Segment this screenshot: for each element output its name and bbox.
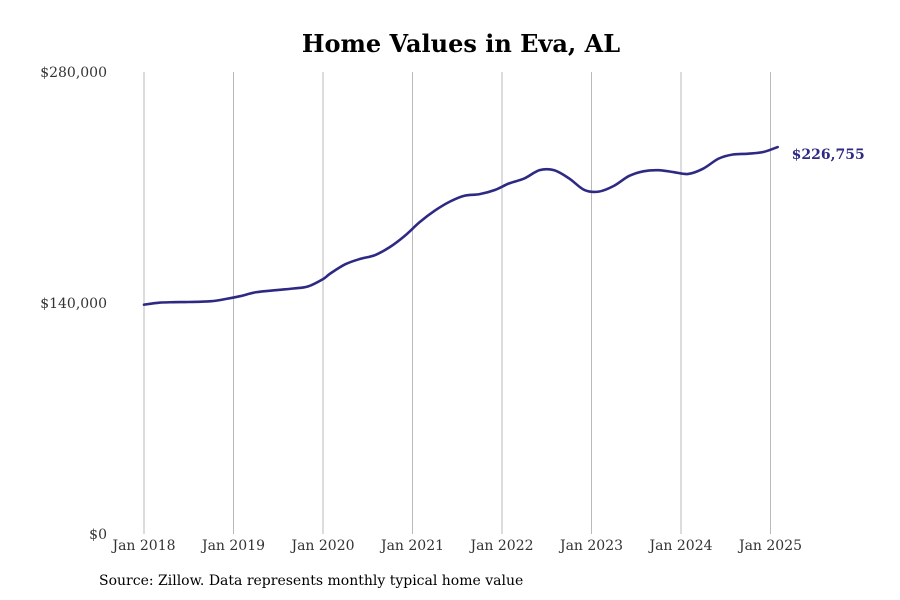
y-tick-label: $280,000: [40, 65, 107, 81]
source-note: Source: Zillow. Data represents monthly …: [99, 573, 524, 589]
vertical-gridlines: [143, 72, 771, 534]
x-tick-label: Jan 2020: [289, 538, 354, 554]
chart-title: Home Values in Eva, AL: [302, 29, 620, 58]
x-tick-label: Jan 2019: [200, 538, 265, 554]
series-layer: $226,755: [142, 145, 865, 306]
x-tick-label: Jan 2025: [737, 538, 802, 554]
x-tick-label: Jan 2024: [647, 538, 712, 554]
x-tick-label: Jan 2018: [110, 538, 175, 554]
x-tick-label: Jan 2021: [379, 538, 444, 554]
x-axis-ticks: Jan 2018 Jan 2019 Jan 2020 Jan 2021 Jan 2022…: [110, 538, 802, 554]
x-tick-label: Jan 2023: [558, 538, 623, 554]
y-axis-ticks: $0 $140,000 $280,000: [40, 65, 107, 543]
end-value-label: $226,755: [792, 147, 865, 163]
series-line: [142, 145, 779, 306]
y-tick-label: $140,000: [40, 296, 107, 312]
y-tick-label: $0: [89, 527, 107, 543]
x-tick-label: Jan 2022: [468, 538, 533, 554]
